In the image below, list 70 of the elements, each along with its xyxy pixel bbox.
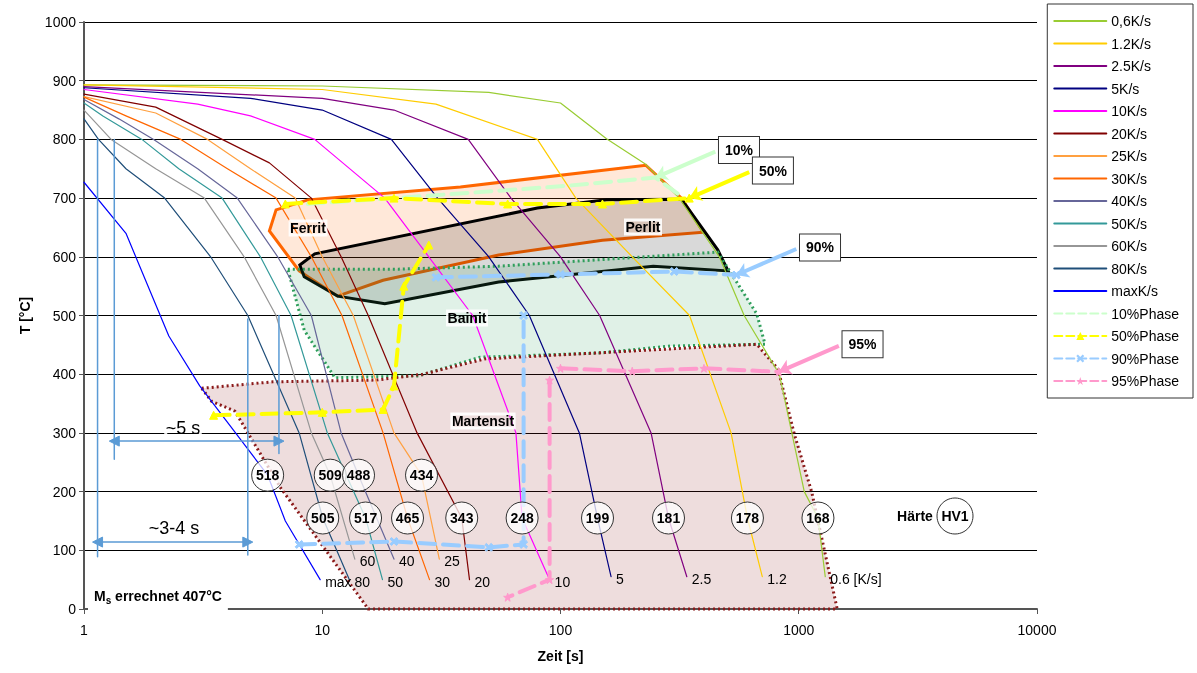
- x-axis-title: Zeit [s]: [537, 648, 584, 664]
- x-tick-label: 10: [314, 622, 331, 638]
- y-tick-label: 1000: [44, 14, 77, 30]
- annotation: 518: [255, 467, 280, 484]
- annotation: ~3-4 s: [148, 518, 200, 538]
- annotation: 488: [346, 467, 371, 484]
- y-axis-title: T [°C]: [17, 296, 33, 335]
- annotation: 90%: [806, 239, 835, 256]
- legend-label: 10%Phase: [1111, 305, 1180, 322]
- annotation: Härte: [897, 508, 934, 524]
- annotation: 50: [387, 573, 404, 590]
- legend-label: 90%Phase: [1111, 350, 1180, 367]
- y-tick-label: 200: [52, 483, 77, 500]
- y-tick-label: 300: [52, 424, 77, 441]
- annotation: 2.5: [691, 570, 712, 587]
- legend-label: 40K/s: [1111, 193, 1148, 209]
- legend-label: 50%Phase: [1111, 328, 1180, 344]
- annotation: 343: [450, 510, 474, 527]
- x-tick-label: 10000: [1017, 622, 1057, 638]
- y-tick-label: 400: [52, 366, 77, 383]
- legend-label: 5K/s: [1111, 80, 1140, 97]
- legend-label: 1.2K/s: [1111, 35, 1151, 52]
- annotation: 178: [735, 510, 760, 527]
- annotation: 434: [409, 467, 434, 484]
- x-tick-label: 1: [80, 622, 89, 638]
- annotation: max: [325, 573, 352, 590]
- annotation: 30: [434, 573, 451, 590]
- legend-label: 60K/s: [1111, 238, 1148, 254]
- y-tick-label: 900: [52, 72, 77, 89]
- y-tick-label: 800: [52, 131, 77, 148]
- y-tick-label: 0: [68, 601, 77, 617]
- annotation: 5: [616, 570, 625, 587]
- annotation: 199: [585, 510, 610, 527]
- annotation: Martensit: [451, 413, 515, 429]
- legend-label: 20K/s: [1111, 125, 1148, 142]
- annotation: 80: [354, 573, 371, 590]
- legend-label: 10K/s: [1111, 103, 1148, 119]
- annotation: 25: [444, 553, 461, 570]
- legend-label: 25K/s: [1111, 148, 1148, 164]
- annotation: 168: [806, 510, 830, 527]
- annotation: 1.2: [767, 570, 787, 587]
- legend-label: 95%Phase: [1111, 373, 1180, 389]
- y-tick-label: 600: [52, 248, 77, 265]
- y-tick-label: 100: [52, 542, 77, 559]
- legend-label: 2.5K/s: [1111, 58, 1151, 74]
- annotation: 95%: [848, 336, 878, 353]
- legend-label: 0,6K/s: [1111, 13, 1151, 29]
- annotation: Perlit: [625, 219, 661, 235]
- legend-label: maxK/s: [1111, 283, 1158, 299]
- annotation: 465: [395, 510, 420, 527]
- annotation: 517: [353, 510, 378, 527]
- x-tick-label: 100: [548, 622, 573, 638]
- annotation: 10: [554, 573, 571, 590]
- annotation: 248: [510, 510, 534, 527]
- legend-label: 50K/s: [1111, 215, 1148, 232]
- x-tick-label: 1000: [783, 622, 815, 638]
- annotation: 20: [474, 573, 491, 590]
- legend-label: 80K/s: [1111, 260, 1148, 277]
- annotation: HV1: [941, 508, 969, 524]
- annotation: 40: [398, 553, 415, 570]
- y-tick-label: 500: [52, 307, 77, 324]
- annotation: 509: [318, 467, 343, 484]
- legend-label: 30K/s: [1111, 170, 1148, 187]
- annotation: 0.6 [K/s]: [830, 570, 882, 587]
- annotation: 60: [359, 553, 376, 570]
- annotation: 181: [656, 510, 681, 527]
- y-tick-label: 700: [52, 190, 77, 207]
- annotation: 505: [311, 510, 335, 527]
- annotation: 10%: [724, 141, 754, 158]
- annotation: 50%: [758, 162, 788, 179]
